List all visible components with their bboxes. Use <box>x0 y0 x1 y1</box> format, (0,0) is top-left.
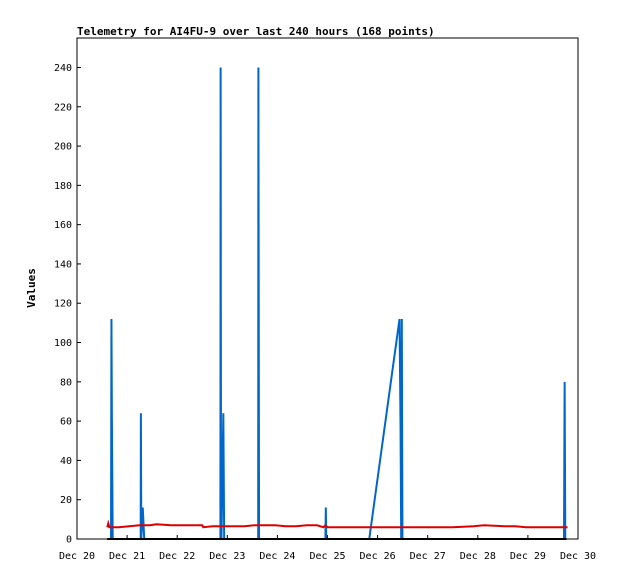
x-tick-label: Dec 27 <box>410 551 446 562</box>
y-tick-label: 180 <box>54 181 72 192</box>
x-tick-label: Dec 29 <box>510 551 546 562</box>
y-axis: 0 20 40 60 80 100 120 140 160 180 200 220 240 <box>54 63 81 546</box>
x-tick-label: Dec 25 <box>309 551 345 562</box>
x-tick-label: Dec 26 <box>360 551 396 562</box>
x-tick-label: Dec 28 <box>460 551 496 562</box>
x-tick-label: Dec 24 <box>259 551 295 562</box>
y-tick-label: 220 <box>54 102 72 113</box>
y-tick-label: 20 <box>60 495 72 506</box>
y-axis-label: Values <box>25 268 38 308</box>
series-0-line <box>107 67 567 540</box>
y-tick-label: 160 <box>54 220 72 231</box>
y-tick-label: 60 <box>60 417 72 428</box>
x-tick-label: Dec 21 <box>109 551 145 562</box>
chart-title: Telemetry for AI4FU-9 over last 240 hour… <box>77 25 435 38</box>
y-tick-label: 80 <box>60 377 72 388</box>
x-tick-label: Dec 22 <box>159 551 195 562</box>
y-tick-label: 120 <box>54 299 72 310</box>
y-tick-label: 100 <box>54 338 72 349</box>
y-tick-label: 40 <box>60 456 72 467</box>
plot-area-frame <box>76 37 579 540</box>
y-tick-label: 140 <box>54 259 72 270</box>
y-tick-label: 0 <box>66 535 72 546</box>
series-1-line <box>106 519 568 529</box>
x-tick-label: Dec 20 <box>59 551 95 562</box>
series-layer <box>106 67 568 540</box>
x-tick-label: Dec 30 <box>560 551 596 562</box>
y-tick-label: 240 <box>54 63 72 74</box>
x-tick-label: Dec 23 <box>209 551 245 562</box>
y-tick-label: 200 <box>54 142 72 153</box>
